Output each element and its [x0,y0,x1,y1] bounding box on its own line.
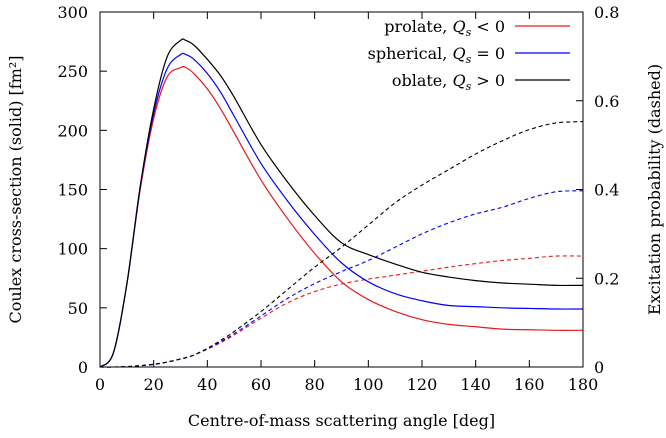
y-right-tick-label: 0.8 [594,3,619,22]
y-left-tick-label: 0 [78,358,88,377]
ticks-layer: 0 20 40 60 80 100 120 140 160 1800501001502002503… [57,3,619,394]
y-right-tick-label: 0 [594,358,604,377]
y-left-tick-label: 200 [57,121,88,140]
y-left-tick-label: 50 [68,299,88,318]
x-tick-label: 160 [514,375,545,394]
x-tick-label: 120 [407,375,438,394]
y-left-tick-label: 250 [57,62,88,81]
x-tick-label: 140 [460,375,491,394]
y-left-tick-label: 150 [57,181,88,200]
y-axis-right-label: Excitation probability (dashed) [645,64,664,315]
x-tick-label: 40 [197,375,217,394]
y-right-tick-label: 0.4 [594,181,619,200]
x-tick-label: 100 [353,375,384,394]
oblate-probability-line [99,121,584,368]
y-axis-left-label: Coulex cross-section (solid) [fm²] [6,55,25,323]
x-tick-label: 0 [95,375,105,394]
prolate-probability-line [99,255,584,368]
y-left-tick-label: 100 [57,240,88,259]
y-right-tick-label: 0.6 [594,92,619,111]
x-tick-label: 180 [568,375,599,394]
x-axis-label: Centre-of-mass scattering angle [deg] [188,411,495,430]
x-tick-label: 60 [251,375,271,394]
plot-frame [99,11,584,368]
oblate-cross-section-line [99,38,584,368]
y-left-tick-label: 300 [57,3,88,22]
legend-label-spherical: spherical, Qs = 0 [368,44,505,66]
legend-label-prolate: prolate, Qs < 0 [384,17,505,39]
spherical-cross-section-line [99,52,584,368]
legend-label-oblate: oblate, Qs > 0 [392,71,505,93]
y-axis-left-label-text: Coulex cross-section (solid) [fm²] [6,55,25,323]
spherical-probability-line [99,190,584,368]
prolate-cross-section-line [99,66,584,368]
y-right-tick-label: 0.2 [594,269,619,288]
series-layer [99,38,584,368]
x-tick-label: 20 [143,375,163,394]
x-tick-label: 80 [304,375,324,394]
legend: prolate, Qs < 0 spherical, Qs = 0 oblate, … [368,17,570,93]
